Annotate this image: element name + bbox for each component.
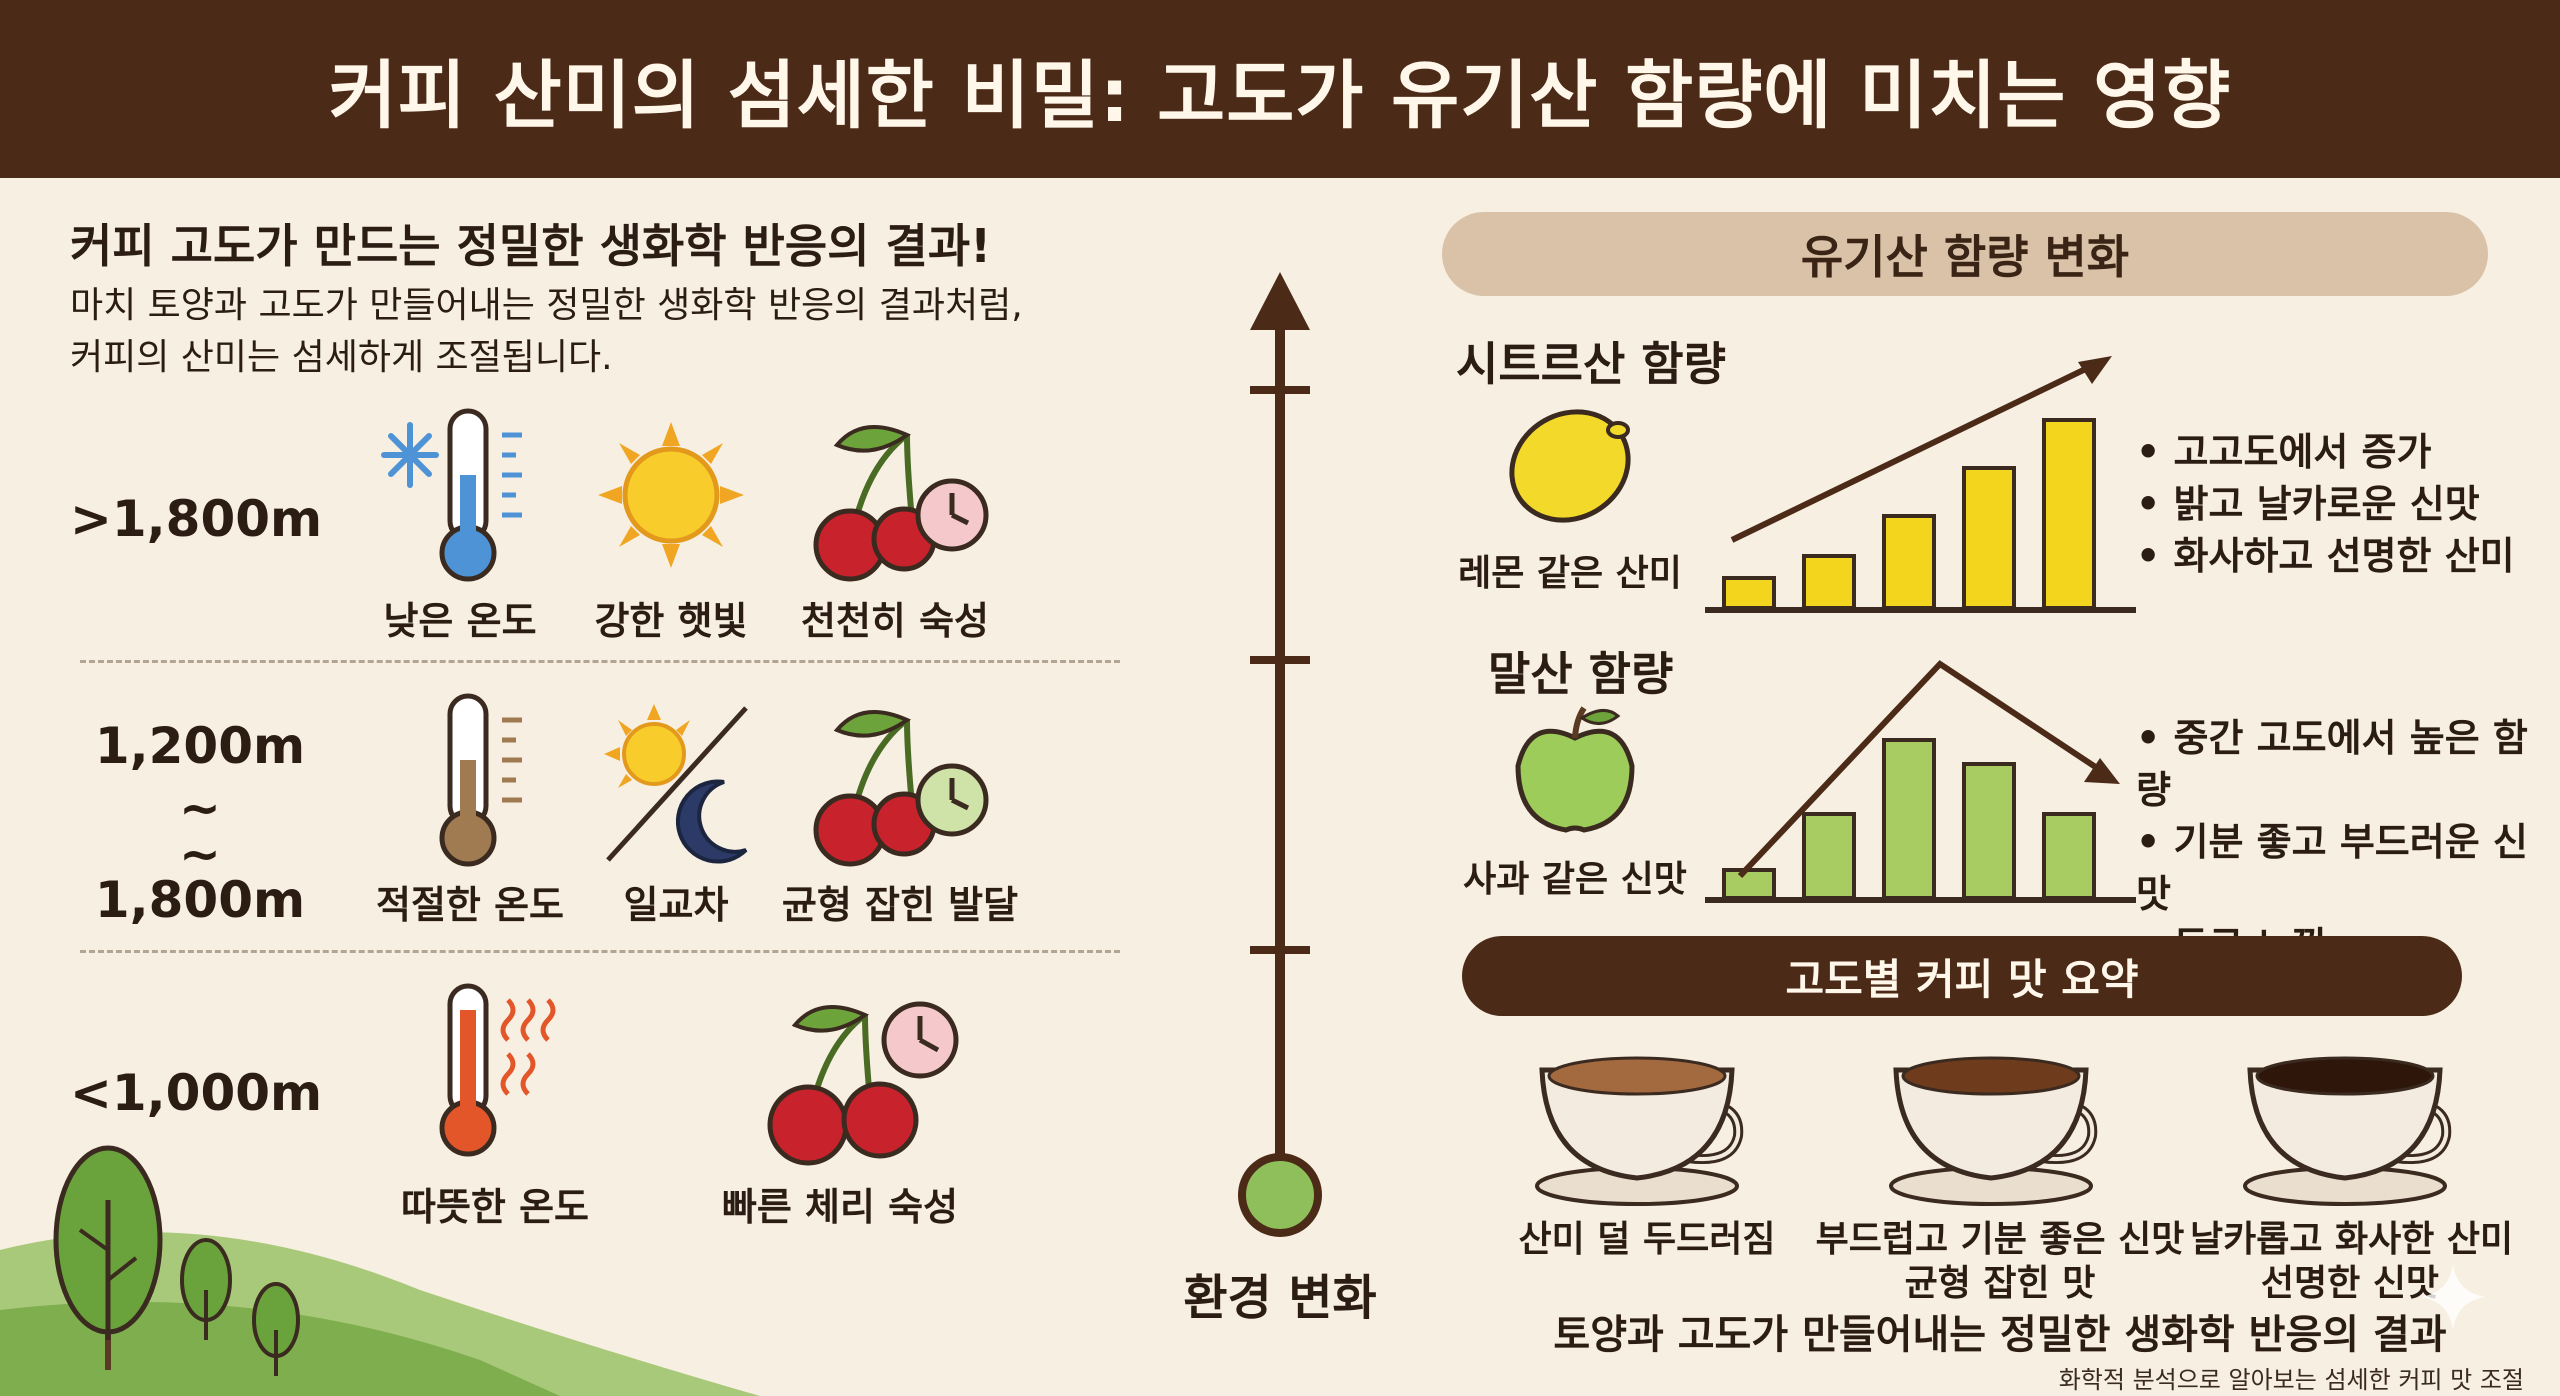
malic-bar bbox=[1962, 762, 2016, 900]
intro-text: 마치 토양과 고도가 만들어내는 정밀한 생화학 반응의 결과처럼, 커피의 산… bbox=[70, 280, 1120, 384]
altitude-mid-tilde: ~ bbox=[179, 825, 221, 883]
warm-temp-label: 따뜻한 온도 bbox=[400, 1185, 590, 1229]
cup-caption-low: 산미 덜 두드러짐 bbox=[1487, 1218, 1807, 1262]
acids-header: 유기산 함량 변화 bbox=[1442, 212, 2488, 296]
citric-bullets: 고고도에서 증가 밝고 날카로운 신맛 화사하고 선명한 산미 bbox=[2136, 426, 2515, 582]
fast-ripening-label: 빠른 체리 숙성 bbox=[721, 1185, 959, 1229]
citric-bar bbox=[1802, 554, 1856, 610]
sun-moon-icon bbox=[604, 704, 748, 864]
malic-bar bbox=[1722, 868, 1776, 900]
altitude-label-high: >1,800m bbox=[70, 490, 323, 548]
summary-header: 고도별 커피 맛 요약 bbox=[1462, 936, 2462, 1016]
sparkle-icon bbox=[2420, 1264, 2486, 1330]
citric-bar-chart bbox=[1705, 356, 2136, 613]
altitude-label-low: <1,000m bbox=[70, 1064, 323, 1122]
cup-caption-line: 부드럽고 기분 좋은 신맛 bbox=[1815, 1219, 2185, 1260]
hot-thermometer-icon bbox=[439, 983, 556, 1157]
malic-bar bbox=[1802, 812, 1856, 900]
daily-temp-range-label: 일교차 bbox=[623, 883, 729, 927]
balanced-development-label: 균형 잡힌 발달 bbox=[781, 883, 1019, 927]
malic-bar bbox=[2042, 812, 2096, 900]
intro-heading: 커피 고도가 만드는 정밀한 생화학 반응의 결과! bbox=[70, 219, 992, 273]
coffee-cup-medium-icon bbox=[1889, 1056, 2098, 1206]
page-title: 커피 산미의 섬세한 비밀: 고도가 유기산 함량에 미치는 영향 bbox=[0, 0, 2560, 178]
cup-caption-line: 균형 잡힌 맛 bbox=[1904, 1263, 2096, 1304]
moderate-temp-label: 적절한 온도 bbox=[375, 883, 565, 927]
malic-bullet: 기분 좋고 부드러운 신맛 bbox=[2136, 816, 2560, 920]
malic-bullet: 중간 고도에서 높은 함량 bbox=[2136, 712, 2560, 816]
cold-temp-label: 낮은 온도 bbox=[383, 599, 537, 643]
intro-line-2: 커피의 산미는 섬세하게 조절됩니다. bbox=[70, 337, 613, 378]
citric-bullet: 화사하고 선명한 산미 bbox=[2136, 530, 2515, 582]
apple-icon bbox=[1515, 706, 1635, 833]
lemon-icon bbox=[1509, 409, 1631, 523]
footer-note: 화학적 분석으로 알아보는 섬세한 커피 맛 조절 bbox=[2058, 1366, 2524, 1394]
tree-icon bbox=[53, 1145, 163, 1370]
malic-bullets: 중간 고도에서 높은 함량 기분 좋고 부드러운 신맛 둥근 느낌 bbox=[2136, 712, 2560, 972]
cup-caption-line: 날카롭고 화사한 산미 bbox=[2190, 1219, 2514, 1260]
strong-sun-label: 강한 햇빛 bbox=[594, 599, 748, 643]
malic-caption: 사과 같은 신맛 bbox=[1463, 859, 1687, 900]
coffee-cup-light-icon bbox=[1535, 1056, 1744, 1206]
cherry-balanced-clock-icon bbox=[813, 710, 989, 867]
citric-bullet: 고고도에서 증가 bbox=[2136, 426, 2515, 478]
cold-thermometer-icon bbox=[381, 408, 522, 582]
citric-bar bbox=[1722, 576, 1776, 610]
altitude-label-mid: 1,200m ~ ~ 1,800m bbox=[70, 715, 330, 931]
altitude-mid-top: 1,200m ~ bbox=[94, 717, 306, 837]
citric-bar bbox=[2042, 418, 2096, 610]
tier-divider-2 bbox=[80, 950, 1120, 953]
citric-bar bbox=[1962, 466, 2016, 610]
cherry-slow-clock-icon bbox=[813, 425, 989, 582]
citric-caption: 레몬 같은 산미 bbox=[1458, 553, 1682, 594]
malic-title: 말산 함량 bbox=[1488, 647, 1674, 701]
tier-divider-1 bbox=[80, 660, 1120, 663]
slow-ripening-label: 천천히 숙성 bbox=[800, 599, 990, 643]
citric-bar bbox=[1882, 514, 1936, 610]
intro-line-1: 마치 토양과 고도가 만들어내는 정밀한 생화학 반응의 결과처럼, bbox=[70, 285, 1023, 326]
citric-title: 시트르산 함량 bbox=[1456, 337, 1726, 391]
altitude-mid-bottom: 1,800m bbox=[94, 871, 306, 929]
malic-bar bbox=[1882, 738, 1936, 900]
hills-decoration bbox=[0, 1145, 760, 1396]
altitude-axis bbox=[1238, 272, 1322, 1237]
sun-icon bbox=[598, 422, 744, 568]
cherry-fast-clock-icon bbox=[767, 1001, 959, 1166]
cup-caption-mid: 부드럽고 기분 좋은 신맛 균형 잡힌 맛 bbox=[1810, 1218, 2190, 1306]
cup-caption-line: 선명한 신맛 bbox=[2260, 1263, 2440, 1304]
coffee-cup-dark-icon bbox=[2243, 1056, 2452, 1206]
axis-label: 환경 변화 bbox=[1183, 1270, 1377, 1326]
cup-caption-line: 산미 덜 두드러짐 bbox=[1518, 1219, 1776, 1260]
citric-bullet: 밝고 날카로운 신맛 bbox=[2136, 478, 2515, 530]
moderate-thermometer-icon bbox=[439, 693, 522, 867]
footer-caption: 토양과 고도가 만들어내는 정밀한 생화학 반응의 결과 bbox=[1553, 1312, 2447, 1358]
cup-caption-high: 날카롭고 화사한 산미 선명한 신맛 bbox=[2190, 1218, 2514, 1306]
malic-bar-chart bbox=[1705, 660, 2136, 903]
